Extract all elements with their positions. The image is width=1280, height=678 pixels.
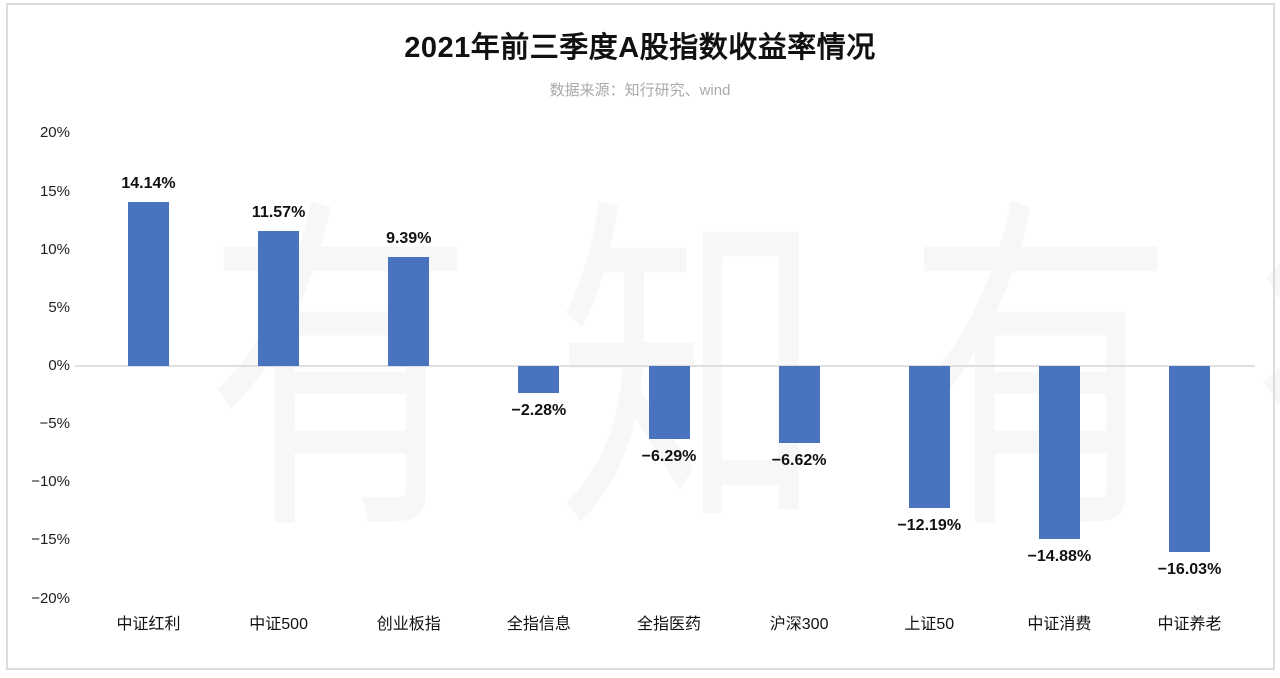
x-axis-category-label: 全指医药 [636,616,701,633]
x-axis-category-label: 中证养老 [1157,616,1222,633]
x-axis-category-label: 中证红利 [116,616,181,633]
bar [258,231,300,366]
y-axis-tick-label: 0% [48,357,70,374]
y-axis-tick-label: 20% [39,124,70,142]
bar-value-label: 14.14% [121,174,176,192]
y-axis-tick-label: 5% [48,298,70,316]
y-axis-tick-label: −15% [31,531,70,549]
chart-title: 2021年前三季度A股指数收益率情况 [404,32,876,64]
bar-value-label: −14.88% [1027,548,1092,566]
x-axis-category-label: 中证消费 [1027,616,1092,633]
bar-value-label: 11.57% [251,204,306,222]
bar-value-label: −12.19% [897,516,962,534]
zero-gridline [75,364,1255,367]
bar [648,366,690,440]
bar-value-label: −2.28% [511,401,567,419]
bar-value-label: −6.62% [771,451,827,469]
bar [128,201,169,366]
x-axis-category-label: 全指信息 [506,616,571,633]
bar-value-label: 9.39% [386,229,432,247]
bar [1038,366,1080,540]
bar-value-label: −16.03% [1157,561,1222,579]
bar [908,366,950,508]
bar [778,366,820,443]
bar-value-label: −6.29% [641,448,697,466]
y-axis-tick-label: 10% [39,240,70,258]
data-source-note: 数据来源：知行研究、wind [549,82,731,99]
bar [388,256,430,366]
bar [1169,366,1210,553]
y-axis-tick-label: −10% [31,473,70,491]
y-axis-tick-label: 15% [39,182,70,200]
bar [518,366,560,393]
x-axis-category-label: 上证50 [904,616,955,633]
y-axis-tick-label: −5% [39,415,70,433]
y-axis-tick-label: −20% [31,589,70,607]
x-axis-category-label: 中证500 [249,616,308,633]
x-axis-category-label: 沪深300 [769,616,829,633]
x-axis-category-label: 创业板指 [376,616,441,633]
